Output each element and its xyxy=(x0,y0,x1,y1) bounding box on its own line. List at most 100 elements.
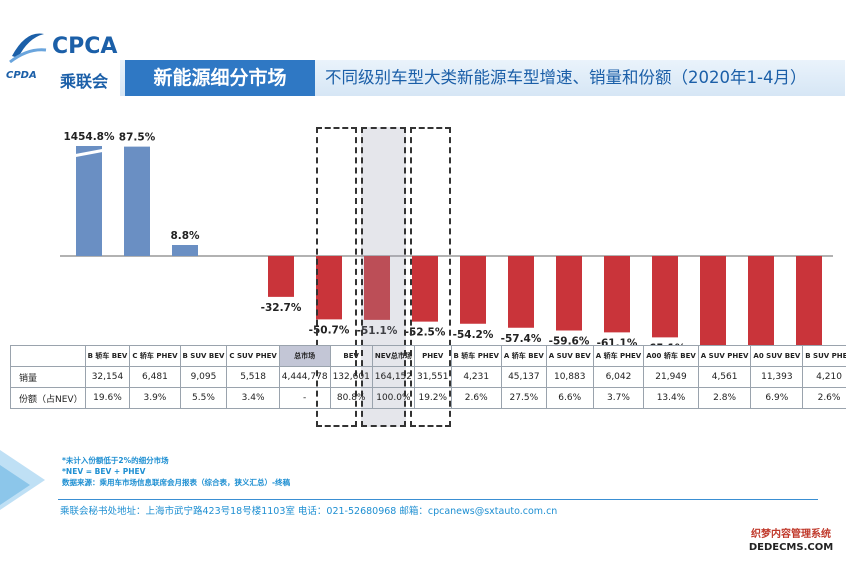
table-cell: 80.8% xyxy=(329,387,373,409)
bar-6 xyxy=(364,256,390,320)
bar-13 xyxy=(700,256,726,345)
table-cell: 132,601 xyxy=(329,366,373,388)
highlight-box-bev xyxy=(316,127,357,427)
value-label-4: -32.7% xyxy=(261,302,302,314)
table-row-label: 份额（占NEV） xyxy=(10,387,86,409)
bar-7 xyxy=(412,256,438,322)
table-header-cell: A 轿车 PHEV xyxy=(592,345,645,367)
table-cell: 13.4% xyxy=(643,387,699,409)
table-header-cell: 总市场 xyxy=(278,345,331,367)
table-cell: 5,518 xyxy=(226,366,280,388)
table-cell: 6,042 xyxy=(592,366,645,388)
table-cell: 2.6% xyxy=(450,387,502,409)
table-header-cell: A 轿车 BEV xyxy=(500,345,547,367)
watermark-line: 织梦内容管理系统 xyxy=(751,529,831,540)
bar-11 xyxy=(604,256,630,333)
value-label-6: -51.1% xyxy=(357,325,398,337)
note-line: *未计入份额低于2%的细分市场 xyxy=(62,456,169,465)
bar-0 xyxy=(76,146,102,256)
note-line: 数据来源：乘用车市场信息联席会月报表（综合表，狭义汇总）-终稿 xyxy=(62,478,291,487)
table-corner-cell xyxy=(10,345,86,367)
table-cell: 4,210 xyxy=(802,366,846,388)
table-cell: 100.0% xyxy=(371,387,416,409)
table-row: 销量 32,154 6,481 9,095 5,518 4,444,778 132,601 1… xyxy=(10,366,846,388)
table-cell: 6.9% xyxy=(750,387,804,409)
table-cell: 164,152 xyxy=(371,366,416,388)
logo-swoosh-icon xyxy=(9,33,47,64)
table-cell: 11,393 xyxy=(750,366,804,388)
table-cell: 5.5% xyxy=(179,387,228,409)
header: CPCA CPDA 乘联会 新能源细分市场 不同级别车型大类新能源车型增速、销量… xyxy=(0,0,846,100)
logo-sub-text: CPDA xyxy=(6,70,37,81)
table-cell: 9,095 xyxy=(179,366,228,388)
table-header-cell: A0 SUV BEV xyxy=(750,345,804,367)
watermark-line: DEDECMS.COM xyxy=(748,542,834,553)
value-label-2: 8.8% xyxy=(170,230,200,242)
bar-10 xyxy=(556,256,582,331)
table-header-cell: B 轿车 PHEV xyxy=(450,345,502,367)
table-cell: 4,444,778 xyxy=(278,366,331,388)
section-title: 新能源细分市场 xyxy=(125,60,315,96)
table-header-cell: A00 轿车 BEV xyxy=(643,345,699,367)
table-cell: 2.8% xyxy=(697,387,752,409)
table-header-cell: B 轿车 BEV xyxy=(84,345,131,367)
table-cell: 10,883 xyxy=(545,366,594,388)
table-row-label: 销量 xyxy=(10,366,86,388)
highlight-box-phev xyxy=(410,127,451,427)
value-label-12: -65.1% xyxy=(645,342,686,345)
value-label-9: -57.4% xyxy=(501,333,542,345)
watermark: 织梦内容管理系统 DEDECMS.COM xyxy=(736,528,846,554)
table-header-cell: C SUV PHEV xyxy=(226,345,280,367)
chart-notes: *未计入份额低于2%的细分市场 *NEV = BEV + PHEV 数据来源：乘… xyxy=(62,455,290,488)
growth-bar-chart: 1454.8% 87.5% 8.8% -32.7% -50.7% -51.1% -52.5%… xyxy=(60,131,833,345)
chart-subtitle: 不同级别车型大类新能源车型增速、销量和份额（2020年1-4月） xyxy=(325,68,807,87)
bar-2 xyxy=(172,245,198,256)
bar-8 xyxy=(460,256,486,324)
bar-14 xyxy=(748,256,774,345)
value-label-5: -50.7% xyxy=(309,324,350,336)
table-row: 份额（占NEV） 19.6% 3.9% 5.5% 3.4% -80.8% 100.0% 19.… xyxy=(10,387,846,409)
table-header-cell: B SUV PHEV xyxy=(802,345,846,367)
table-cell: 45,137 xyxy=(500,366,547,388)
table-cell: 3.4% xyxy=(226,387,280,409)
bar-5 xyxy=(316,256,342,320)
footer-contact: 乘联会秘书处地址：上海市武宁路423号18号楼1103室 电话：021-5268… xyxy=(60,506,558,517)
table-cell: 32,154 xyxy=(84,366,131,388)
table-header-cell: BEV xyxy=(329,345,373,367)
value-label-7: -52.5% xyxy=(405,327,446,339)
footer-divider xyxy=(58,499,818,500)
cpca-logo: CPCA CPDA 乘联会 xyxy=(0,22,120,97)
table-cell: 4,561 xyxy=(697,366,752,388)
table-cell: 19.6% xyxy=(84,387,131,409)
table-cell: 27.5% xyxy=(500,387,547,409)
value-label-11: -61.1% xyxy=(597,337,638,345)
note-line: *NEV = BEV + PHEV xyxy=(62,467,146,476)
bar-4 xyxy=(268,256,294,297)
bar-15 xyxy=(796,256,822,345)
table-header-cell: PHEV xyxy=(414,345,452,367)
table-cell: 6,481 xyxy=(129,366,181,388)
table-cell: 21,949 xyxy=(643,366,699,388)
table-header-cell: B SUV BEV xyxy=(179,345,228,367)
bar-12 xyxy=(652,256,678,338)
table-header-cell: C 轿车 PHEV xyxy=(129,345,181,367)
table-cell: 19.2% xyxy=(414,387,452,409)
bar-9 xyxy=(508,256,534,328)
table-cell: 3.9% xyxy=(129,387,181,409)
table-cell: 31,551 xyxy=(414,366,452,388)
decorative-arrow-graphic xyxy=(0,450,45,510)
table-header-cell: NEV总市场 xyxy=(371,345,416,367)
axis-break-mark xyxy=(72,148,106,158)
value-label-0: 1454.8% xyxy=(63,131,115,143)
table-cell: 2.6% xyxy=(802,387,846,409)
value-label-1: 87.5% xyxy=(119,132,156,144)
table-cell: - xyxy=(278,387,331,409)
table-cell: 4,231 xyxy=(450,366,502,388)
table-cell: 6.6% xyxy=(545,387,594,409)
table-header-cell: A SUV BEV xyxy=(545,345,594,367)
data-table: B 轿车 BEV C 轿车 PHEV B SUV BEV C SUV PHEV 总市场 B… xyxy=(10,345,846,409)
table-header-cell: A SUV PHEV xyxy=(697,345,752,367)
logo-text: CPCA xyxy=(52,34,118,59)
bar-1 xyxy=(124,146,150,256)
value-label-8: -54.2% xyxy=(453,329,494,341)
